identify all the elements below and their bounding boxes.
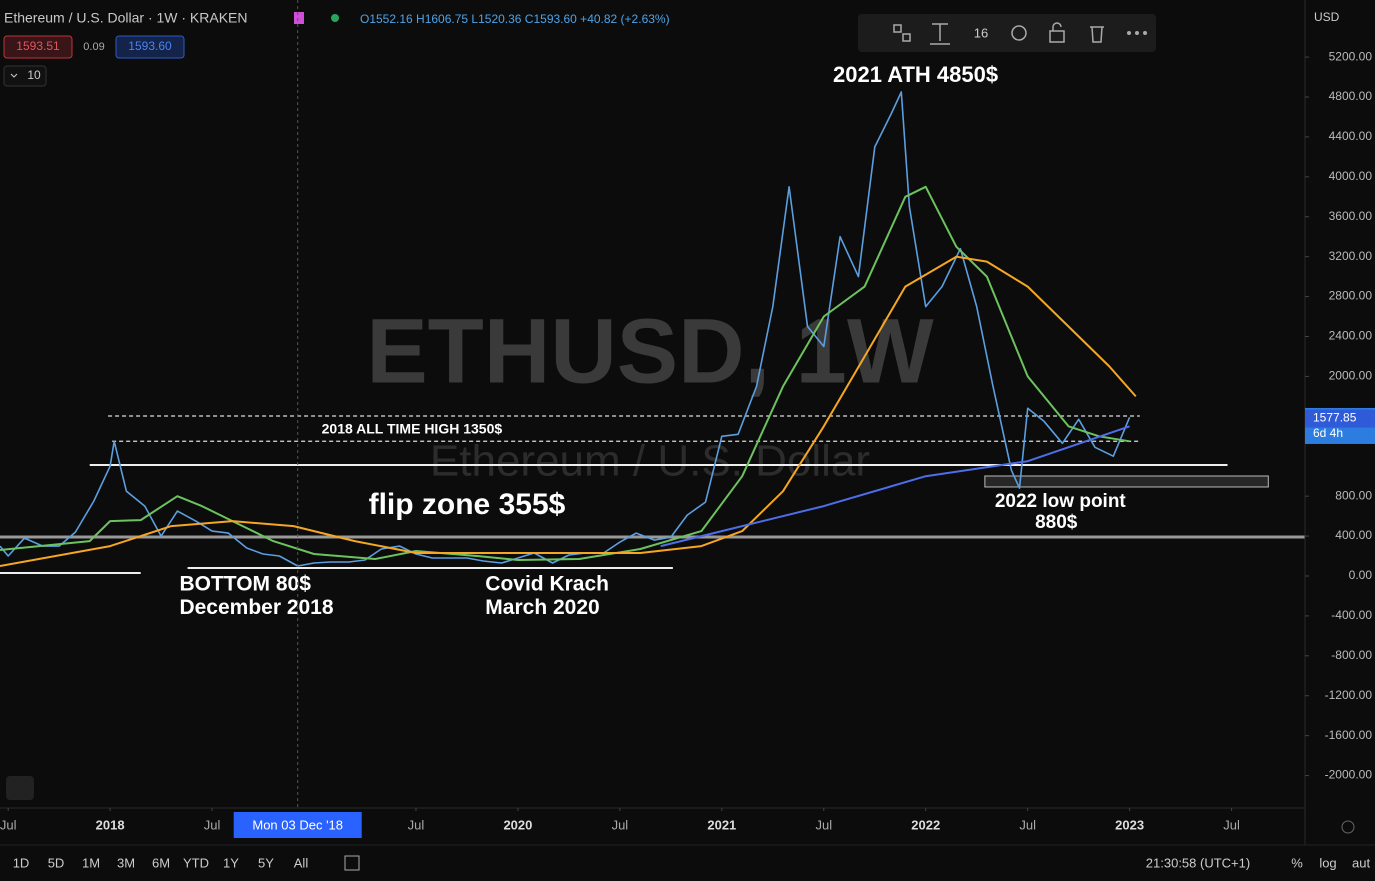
y-tick-label: 800.00	[1335, 488, 1372, 502]
watermark-name: Ethereum / U.S. Dollar	[430, 437, 870, 486]
watermark: ETHUSD, 1W Ethereum / U.S. Dollar	[366, 300, 934, 485]
trash-icon[interactable]	[1090, 26, 1104, 43]
toolbar-icons	[893, 22, 1104, 45]
price-tag	[1305, 409, 1375, 428]
date-range-icon[interactable]	[344, 855, 360, 871]
status-dot	[331, 14, 339, 22]
auto-toggle[interactable]: aut	[1352, 855, 1370, 870]
font-size[interactable]: 16	[974, 25, 988, 40]
x-tick-label: Jul	[612, 817, 629, 832]
clock: 21:30:58 (UTC+1)	[1146, 855, 1250, 870]
y-tick-label: 3600.00	[1329, 209, 1373, 223]
tv-logo	[6, 776, 34, 800]
x-tick-label: 2021	[707, 817, 736, 832]
range-button[interactable]: 5Y	[258, 855, 274, 870]
x-tick-label: Jul	[815, 817, 832, 832]
y-tick-label: -1600.00	[1325, 728, 1373, 742]
annotation: 2021 ATH 4850$	[833, 62, 998, 87]
price-tag-note: 6d 4h	[1313, 426, 1343, 440]
range-button[interactable]: 1Y	[223, 855, 239, 870]
x-tick-label: Jul	[204, 817, 221, 832]
range-button[interactable]: 6M	[152, 855, 170, 870]
drawing-toolbar	[858, 14, 1156, 52]
icon[interactable]	[893, 24, 902, 33]
annotation: 880$	[1035, 512, 1078, 533]
icon[interactable]	[902, 33, 911, 42]
bottom-toolbar	[0, 845, 1375, 881]
y-tick-label: 2000.00	[1329, 369, 1373, 383]
plot: 2021 ATH 4850$ 2018 ALL TIME HIGH 1350$ fl…	[0, 62, 1305, 619]
annotation: March 2020	[485, 596, 599, 619]
x-tick-label: Jul	[0, 817, 17, 832]
indicator-count: 10	[27, 68, 41, 82]
percent-toggle[interactable]: %	[1291, 855, 1303, 870]
y-tick-label: 2400.00	[1329, 329, 1373, 343]
spread: 0.09	[83, 41, 104, 53]
indicators-toggle[interactable]	[3, 65, 47, 87]
ohlc: O1552.16 H1606.75 L1520.36 C1593.60 +40.…	[360, 12, 670, 26]
annotation: Covid Krach	[485, 572, 609, 595]
x-tick-label: Jul	[408, 817, 425, 832]
annotation: 2018 ALL TIME HIGH 1350$	[322, 421, 503, 437]
ask-box[interactable]	[115, 35, 185, 59]
x-tick-label: 2020	[503, 817, 532, 832]
settings-icon[interactable]	[1011, 25, 1027, 41]
x-tick-label: Jul	[1019, 817, 1036, 832]
lock-shackle	[1052, 22, 1062, 31]
range-button[interactable]: YTD	[183, 855, 209, 870]
y-tick-label: 5200.00	[1329, 49, 1373, 63]
y-tick-label: 3200.00	[1329, 249, 1373, 263]
symbol: Ethereum / U.S. Dollar · 1W · KRAKEN	[4, 10, 248, 26]
bid: 1593.51	[16, 39, 60, 53]
annotation: BOTTOM 80$	[179, 572, 311, 595]
y-tick-label: -2000.00	[1325, 768, 1373, 782]
range-button[interactable]: All	[294, 855, 309, 870]
flag-icon	[294, 12, 304, 24]
bid-box[interactable]	[3, 35, 73, 59]
x-tick-label: 2023	[1115, 817, 1144, 832]
series-line	[0, 255, 1137, 567]
series-line	[0, 91, 1131, 567]
watermark-symbol: ETHUSD, 1W	[366, 300, 934, 402]
crosshair-box	[233, 812, 362, 838]
annotation: 2022 low point	[995, 491, 1127, 512]
more-icon[interactable]	[1127, 31, 1147, 35]
range-buttons: 1D 5D 1M 3M 6M YTD 1Y 5Y All	[13, 855, 309, 870]
y-tick-label: -400.00	[1331, 608, 1372, 622]
x-tick-label: Jul	[1223, 817, 1240, 832]
text-icon[interactable]	[930, 23, 950, 45]
range-button[interactable]: 1D	[13, 855, 30, 870]
y-tick-label: 4800.00	[1329, 89, 1373, 103]
y-tick-label: -800.00	[1331, 648, 1372, 662]
lock-icon[interactable]	[1049, 30, 1065, 43]
y-tick-label: -1200.00	[1325, 688, 1373, 702]
x-tick-label: 2022	[911, 817, 940, 832]
currency[interactable]: USD	[1314, 10, 1340, 24]
range-button[interactable]: 5D	[48, 855, 65, 870]
range-button[interactable]: 3M	[117, 855, 135, 870]
x-tick-label: 2018	[96, 817, 125, 832]
series-line	[660, 425, 1130, 548]
chevron	[10, 73, 18, 78]
price-tag-label: 1577.85	[1313, 411, 1357, 425]
crosshair-label: Mon 03 Dec '18	[252, 817, 343, 832]
ask: 1593.60	[128, 39, 172, 53]
log-toggle[interactable]: log	[1319, 855, 1336, 870]
settings-icon[interactable]	[1341, 820, 1355, 834]
y-tick-label: 4000.00	[1329, 169, 1373, 183]
zone	[984, 475, 1269, 488]
range-button[interactable]: 1M	[82, 855, 100, 870]
y-tick-label: 400.00	[1335, 528, 1372, 542]
annotation: December 2018	[179, 596, 333, 619]
annotation: flip zone 355$	[369, 488, 566, 521]
y-tick-label: 4400.00	[1329, 129, 1373, 143]
y-tick-label: 2800.00	[1329, 289, 1373, 303]
y-tick-label: 0.00	[1349, 568, 1373, 582]
